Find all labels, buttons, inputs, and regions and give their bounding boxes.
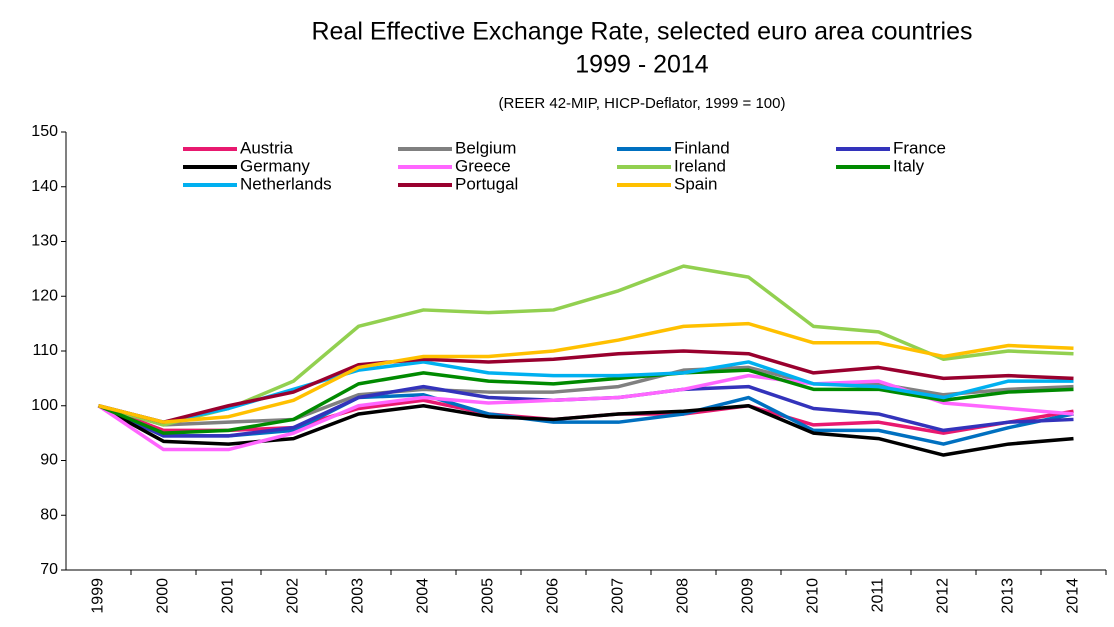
legend-label: Finland — [674, 138, 730, 157]
y-tick-label: 140 — [31, 178, 58, 195]
legend-label: Belgium — [455, 138, 516, 157]
x-tick-label: 2013 — [1000, 578, 1017, 614]
x-tick-label: 2005 — [480, 578, 497, 614]
y-tick-label: 100 — [31, 397, 58, 414]
legend-label: Portugal — [455, 174, 518, 193]
series-line — [97, 368, 1074, 435]
x-tick-label: 2006 — [545, 578, 562, 614]
x-tick-label: 2003 — [350, 578, 367, 614]
y-tick-label: 70 — [40, 561, 58, 578]
y-tick-label: 130 — [31, 233, 58, 250]
x-tick-label: 2009 — [740, 578, 757, 614]
series-line — [98, 365, 1074, 427]
x-tick-label: 2010 — [805, 578, 822, 614]
x-tick-label: 1999 — [90, 578, 107, 614]
x-tick-label: 2004 — [415, 578, 432, 614]
legend-label: Italy — [893, 156, 925, 175]
x-tick-label: 2014 — [1065, 578, 1082, 614]
legend-label: Germany — [240, 156, 310, 175]
y-tick-label: 110 — [32, 342, 58, 359]
chart-title: Real Effective Exchange Rate, selected e… — [311, 18, 972, 46]
x-tick-label: 2002 — [285, 578, 302, 614]
legend-label: France — [893, 138, 946, 157]
x-tick-label: 2011 — [870, 578, 887, 613]
x-tick-label: 2012 — [935, 578, 952, 614]
x-tick-label: 2008 — [675, 578, 692, 614]
x-tick-label: 2001 — [220, 578, 237, 614]
series-line — [98, 264, 1074, 427]
y-tick-label: 150 — [31, 123, 58, 140]
series-line — [98, 349, 1074, 424]
legend-label: Netherlands — [240, 174, 332, 193]
legend-label: Ireland — [674, 156, 726, 175]
chart-note: (REER 42-MIP, HICP-Deflator, 1999 = 100) — [499, 95, 786, 112]
y-tick-label: 80 — [40, 506, 58, 523]
legend-label: Greece — [455, 156, 511, 175]
legend-label: Austria — [240, 138, 293, 157]
series-line — [98, 321, 1074, 424]
x-tick-label: 2000 — [155, 578, 172, 614]
y-tick-label: 120 — [31, 287, 58, 304]
legend-label: Spain — [674, 174, 717, 193]
y-tick-label: 90 — [40, 452, 58, 469]
x-tick-label: 2007 — [610, 578, 627, 614]
chart-subtitle: 1999 - 2014 — [575, 51, 709, 79]
